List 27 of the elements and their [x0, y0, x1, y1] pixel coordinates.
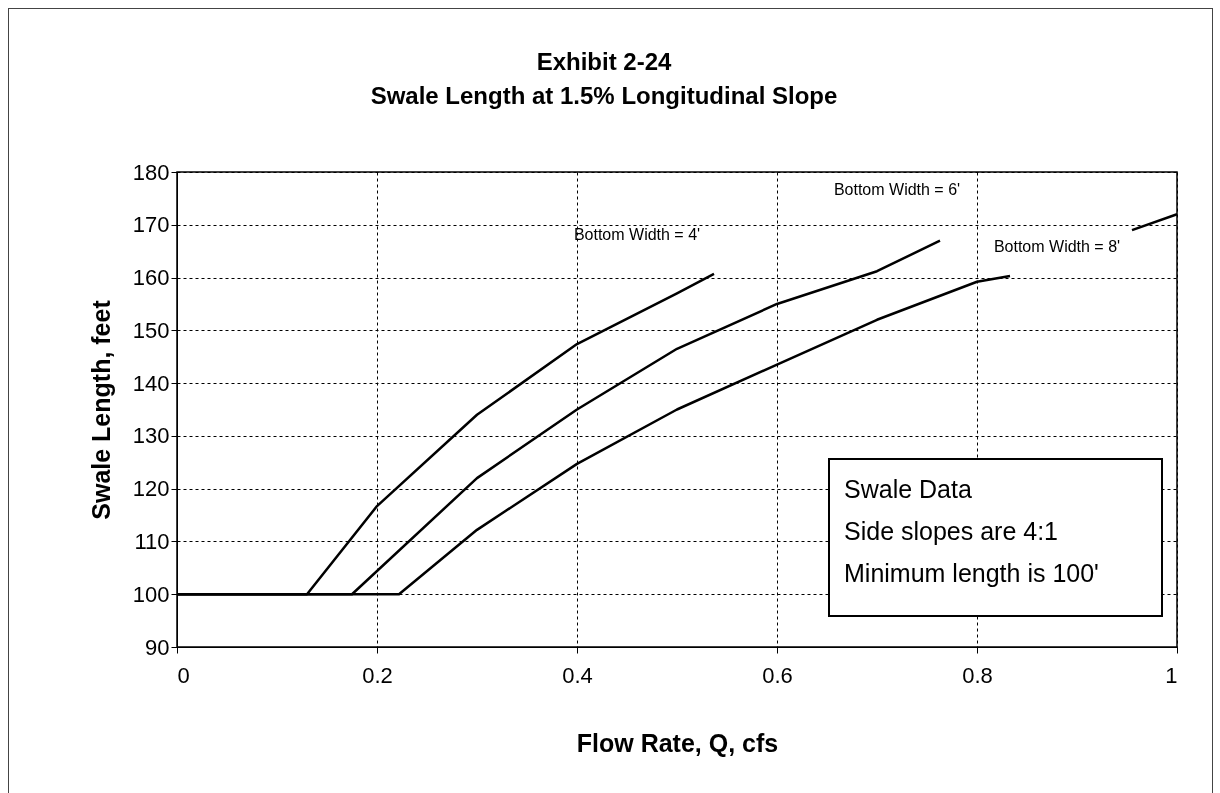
chart-title: Exhibit 2-24 [536, 48, 672, 75]
chart-subtitle: Swale Length at 1.5% Longitudinal Slope [370, 82, 838, 109]
x-tick-label: 0 [177, 662, 190, 688]
y-tick-label: 120 [132, 476, 170, 502]
y-tick-label: 140 [132, 370, 170, 396]
y-tick-label: 90 [145, 634, 170, 660]
annotation: Bottom Width = 4' [573, 226, 701, 243]
y-axis-title: Swale Length, feet [86, 299, 115, 520]
y-tick-label: 180 [132, 159, 170, 185]
y-tick-label: 160 [132, 265, 170, 291]
y-tick-label: 100 [132, 581, 170, 607]
x-tick-label: 0.2 [362, 662, 393, 688]
y-tick-label: 150 [132, 317, 170, 343]
x-tick-label: 0.6 [762, 662, 793, 688]
x-tick-label: 0.8 [962, 662, 993, 688]
notes-box: Swale Data Side slopes are 4:1 Minimum length is 100' [828, 458, 1163, 617]
x-tick-label: 1 [1165, 662, 1178, 688]
annotation: Bottom Width = 8' [993, 238, 1121, 255]
annotation: Side slopes are 4:1 [844, 516, 1060, 547]
annotation: Swale Data [844, 474, 973, 505]
annotation: Bottom Width = 6' [833, 181, 961, 198]
y-tick-label: 110 [134, 528, 170, 554]
annotation: Minimum length is 100' [844, 558, 1100, 589]
x-tick-label: 0.4 [562, 662, 593, 688]
x-axis-title: Flow Rate, Q, cfs [576, 728, 779, 757]
y-tick-label: 170 [132, 212, 170, 238]
y-tick-label: 130 [132, 423, 170, 449]
